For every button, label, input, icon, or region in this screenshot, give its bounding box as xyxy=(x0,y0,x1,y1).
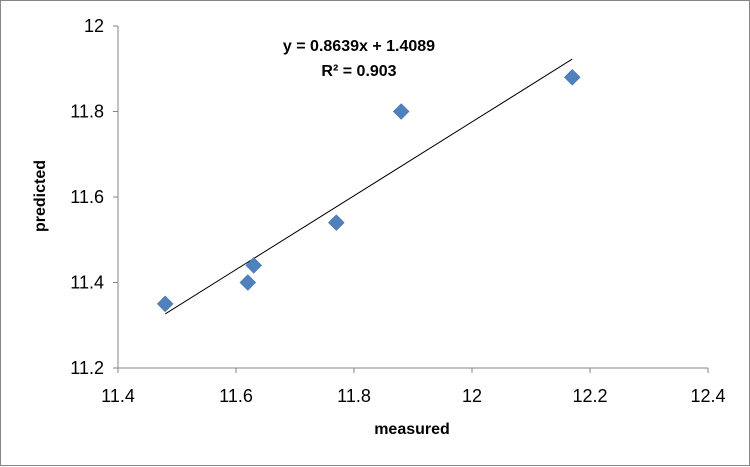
trendline-r-squared: R² = 0.903 xyxy=(321,63,396,80)
y-tick-label: 11.4 xyxy=(70,273,104,293)
x-tick-label: 11.4 xyxy=(101,386,135,406)
x-tick-label: 12 xyxy=(462,386,482,406)
trendline-group xyxy=(164,58,573,315)
data-point xyxy=(239,274,257,291)
data-points xyxy=(156,68,581,313)
x-tick-label: 12.2 xyxy=(572,386,607,406)
x-tick-label: 12.4 xyxy=(690,386,725,406)
axes xyxy=(117,26,708,369)
data-point xyxy=(563,68,581,86)
trendline xyxy=(164,58,573,315)
y-axis-title: predicted xyxy=(32,160,49,232)
data-point xyxy=(245,257,263,274)
x-tick-label: 11.8 xyxy=(337,386,371,406)
trendline-equation: y = 0.8639x + 1.4089 xyxy=(283,38,435,55)
x-tick-label: 11.6 xyxy=(219,386,253,406)
y-tick-label: 11.6 xyxy=(70,187,104,207)
y-tick-label: 12 xyxy=(84,16,104,36)
y-tick-label: 11.2 xyxy=(70,358,104,378)
data-point xyxy=(392,103,410,120)
tick-labels: 11.2 11.4 11.6 11.8 12 11.4 11.6 11.8 12 12.2 12.4 xyxy=(70,16,725,406)
data-point xyxy=(327,214,345,232)
x-axis-title: measured xyxy=(374,421,450,438)
y-tick-label: 11.8 xyxy=(70,102,104,122)
data-point xyxy=(156,295,174,313)
tick-marks xyxy=(113,25,709,373)
